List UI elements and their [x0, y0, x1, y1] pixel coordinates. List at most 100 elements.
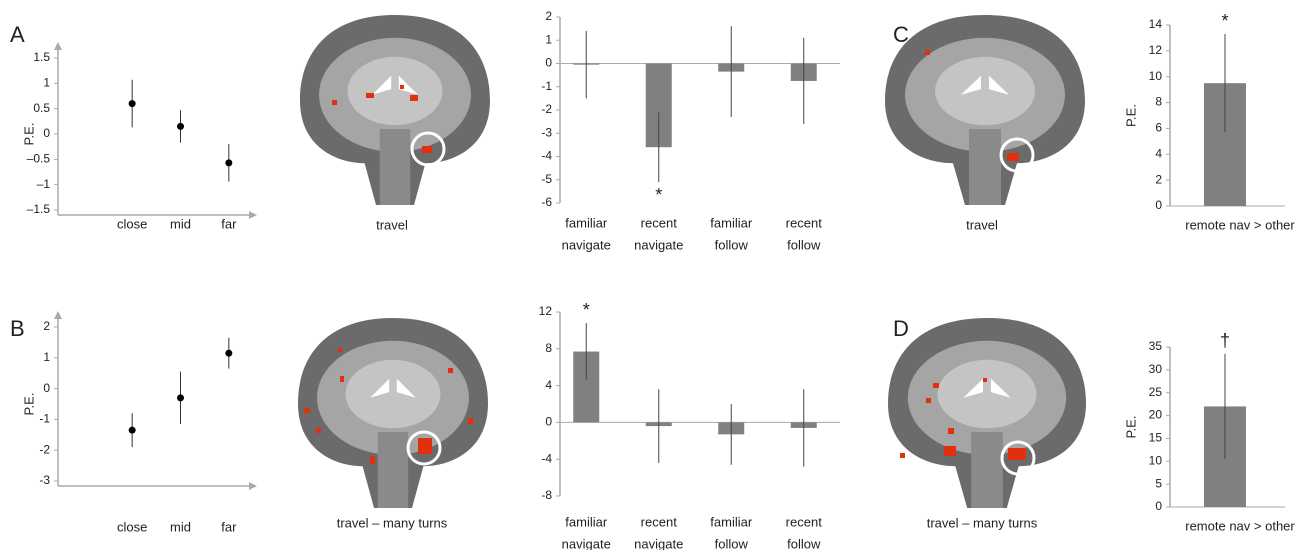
activation: [366, 93, 374, 98]
y-tick-label: 2: [545, 9, 552, 23]
activation: [304, 408, 310, 413]
x-tick-label: remote nav > other: [1185, 518, 1295, 533]
activation: [338, 348, 342, 352]
x-tick-label: recent: [641, 215, 678, 230]
y-tick-label: 1.5: [33, 50, 50, 64]
brainstem: [377, 432, 409, 508]
brain-image: [298, 318, 488, 508]
y-tick-label: 0: [43, 126, 50, 140]
x-tick-label: follow: [715, 237, 749, 252]
y-axis-label: P.E.: [1123, 104, 1138, 127]
y-tick-label: 0.5: [33, 101, 50, 115]
panel-letter: C: [893, 22, 909, 47]
y-tick-label: 25: [1149, 385, 1163, 399]
activation: [933, 383, 939, 388]
point: [225, 349, 233, 357]
activation: [418, 438, 432, 454]
panel-letter: A: [10, 22, 25, 47]
ventricle: [961, 75, 1009, 95]
image-caption: travel – many turns: [337, 515, 448, 530]
y-tick-label: 35: [1149, 339, 1163, 353]
x-tick-label: mid: [170, 216, 191, 231]
point: [177, 394, 184, 402]
x-tick-label: familiar: [710, 514, 753, 529]
activation: [410, 95, 418, 101]
x-tick-label: recent: [641, 514, 678, 529]
y-tick-label: -2: [541, 102, 552, 116]
image-caption: travel: [966, 217, 998, 232]
brain-matter: [347, 56, 443, 126]
y-tick-label: -2: [39, 442, 50, 456]
x-tick-label: mid: [170, 519, 191, 534]
x-tick-label: navigate: [562, 536, 611, 550]
activation: [468, 418, 473, 424]
y-tick-label: -3: [39, 473, 50, 487]
y-tick-label: -6: [541, 195, 552, 209]
activation: [400, 85, 404, 89]
brain-matter: [345, 359, 441, 429]
y-tick-label: 8: [1155, 95, 1162, 109]
activation: [983, 378, 987, 382]
brain-matter: [937, 359, 1037, 429]
brainstem: [379, 129, 411, 205]
x-tick-label: remote nav > other: [1185, 217, 1295, 232]
x-tick-label: recent: [786, 215, 823, 230]
significance-label: *: [655, 185, 662, 205]
y-tick-label: 0: [545, 56, 552, 70]
y-tick-label: 2: [1155, 172, 1162, 186]
roi-circle: [406, 430, 442, 466]
activation: [948, 428, 954, 434]
activation: [370, 456, 375, 464]
y-tick-label: 6: [1155, 121, 1162, 135]
brainstem: [969, 129, 1001, 205]
y-tick-label: –1: [37, 177, 51, 191]
y-tick-label: -4: [541, 451, 552, 465]
image-caption: travel – many turns: [927, 515, 1038, 530]
y-tick-label: -3: [541, 125, 552, 139]
roi-circle: [410, 131, 446, 167]
y-tick-label: 4: [545, 378, 552, 392]
point: [225, 159, 233, 167]
x-tick-label: familiar: [710, 215, 753, 230]
x-tick-label: familiar: [565, 215, 608, 230]
y-tick-label: 10: [1149, 69, 1163, 83]
y-tick-label: 10: [1149, 453, 1163, 467]
x-tick-label: follow: [787, 536, 821, 550]
x-tick-label: follow: [787, 237, 821, 252]
x-tick-label: navigate: [634, 237, 683, 252]
x-tick-label: close: [117, 519, 147, 534]
y-axis-label: P.E.: [21, 123, 36, 146]
x-tick-label: familiar: [565, 514, 608, 529]
x-tick-label: close: [117, 216, 147, 231]
y-axis-label: P.E.: [21, 393, 36, 416]
significance-label: †: [1220, 331, 1230, 351]
y-tick-label: 0: [1155, 499, 1162, 513]
activation: [1007, 153, 1019, 161]
point: [128, 100, 136, 108]
y-tick-label: 2: [43, 319, 50, 333]
y-tick-label: -1: [541, 79, 552, 93]
axis-arrow: [54, 311, 257, 490]
activation: [944, 446, 956, 456]
y-tick-label: -8: [541, 488, 552, 502]
significance-label: *: [1221, 11, 1228, 31]
roi-circle: [1000, 440, 1036, 476]
y-tick-label: –0.5: [27, 152, 51, 166]
activation: [926, 398, 931, 403]
y-tick-label: 4: [1155, 146, 1162, 160]
brain-image: [300, 15, 490, 205]
activation: [332, 100, 337, 105]
x-tick-label: navigate: [634, 536, 683, 550]
brainstem: [971, 432, 1003, 508]
x-tick-label: far: [221, 519, 237, 534]
y-tick-label: 1: [545, 32, 552, 46]
significance-label: *: [583, 300, 590, 320]
y-tick-label: -5: [541, 172, 552, 186]
y-tick-label: 30: [1149, 362, 1163, 376]
ventricle: [370, 378, 416, 398]
activation: [900, 453, 905, 458]
activation: [340, 376, 344, 382]
activation: [1008, 448, 1026, 460]
y-tick-label: -4: [541, 149, 552, 163]
